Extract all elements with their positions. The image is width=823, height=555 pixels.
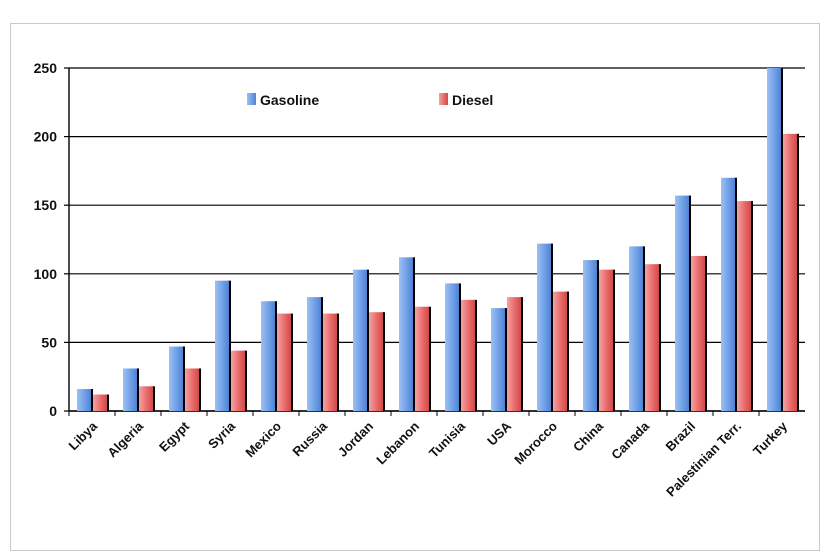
bar-shadow [290,313,293,411]
y-tick-label: 250 [34,60,58,76]
bar-shadow [704,255,707,411]
bar-shadow [152,386,155,411]
bar-shadow [780,68,783,411]
diesel-bar-syria [231,350,245,411]
bar-chart: 0 50 100 150 200 250 Libya Algeria Egypt Syria Mex… [34,60,805,499]
x-tick-label: Russia [289,418,330,459]
cropped-caption-strip [0,0,823,8]
bar-shadow [182,346,185,411]
x-tick-label: Algeria [104,418,146,460]
x-tick-label: USA [484,418,514,448]
gasoline-bar-turkey [767,68,781,411]
bars [77,68,799,411]
bar-shadow [106,394,109,411]
gasoline-bar-mexico [261,301,275,411]
legend-label-gasoline: Gasoline [260,92,319,108]
gasoline-bar-brazil [675,195,689,411]
bar-shadow [474,299,477,411]
legend-swatch-gasoline [247,93,256,105]
y-tick-label: 200 [34,129,58,145]
x-tick-label: Brazil [662,419,698,455]
y-tick-label: 50 [41,334,57,350]
gasoline-bar-canada [629,246,643,411]
diesel-bar-usa [507,297,521,411]
x-tick-label: Lebanon [373,418,422,467]
gasoline-bar-jordan [353,269,367,411]
bar-shadow [336,313,339,411]
y-tick-label: 0 [49,403,57,419]
bar-shadow [320,297,323,411]
diesel-bar-morocco [553,291,567,411]
bar-shadow [228,280,231,411]
legend-swatch-diesel [439,93,448,105]
y-tick-label: 100 [34,266,58,282]
gasoline-bar-tunisia [445,283,459,411]
bar-shadow [244,350,247,411]
x-tick-label: Syria [205,418,239,452]
bar-shadow [366,269,369,411]
gasoline-bar-palestinian-terr- [721,177,735,411]
x-tick-label: Turkey [750,418,791,459]
bar-shadow [550,243,553,411]
gasoline-bar-russia [307,297,321,411]
diesel-bar-china [599,269,613,411]
bar-shadow [612,269,615,411]
gasoline-bar-egypt [169,346,183,411]
gasoline-bar-usa [491,308,505,411]
bar-shadow [412,257,415,411]
x-tick-label: Libya [65,418,100,453]
diesel-bar-tunisia [461,299,475,411]
x-tick-label: China [570,418,607,455]
bar-shadow [458,283,461,411]
bar-shadow [734,177,737,411]
y-tick-label: 150 [34,197,58,213]
x-tick-label: Canada [608,418,652,462]
diesel-bar-russia [323,313,337,411]
bar-shadow [750,201,753,411]
diesel-bar-libya [93,394,107,411]
chart-frame: 0 50 100 150 200 250 Libya Algeria Egypt Syria Mex… [10,23,820,551]
gasoline-bar-syria [215,280,229,411]
bar-shadow [658,264,661,411]
diesel-bar-canada [645,264,659,411]
x-tick-label: Jordan [335,418,376,459]
bar-shadow [520,297,523,411]
legend-label-diesel: Diesel [452,92,493,108]
bar-shadow [596,260,599,411]
bar-shadow [274,301,277,411]
bar-shadow [382,312,385,411]
gasoline-bar-lebanon [399,257,413,411]
gasoline-bar-morocco [537,243,551,411]
bar-shadow [136,368,139,411]
gasoline-bar-libya [77,389,91,411]
gasoline-bar-china [583,260,597,411]
bar-shadow [688,195,691,411]
legend: Gasoline Diesel [247,92,493,108]
x-tick-label: Mexico [242,418,284,460]
bar-shadow [504,308,507,411]
diesel-bar-palestinian-terr- [737,201,751,411]
x-tick-label: Egypt [156,418,193,455]
x-tick-label: Morocco [511,418,560,467]
bar-shadow [566,291,569,411]
diesel-bar-jordan [369,312,383,411]
gasoline-bar-algeria [123,368,137,411]
diesel-bar-lebanon [415,306,429,411]
diesel-bar-turkey [783,133,797,411]
bar-shadow [90,389,93,411]
diesel-bar-algeria [139,386,153,411]
diesel-bar-brazil [691,255,705,411]
bar-shadow [428,306,431,411]
diesel-bar-egypt [185,368,199,411]
bar-shadow [642,246,645,411]
bar-shadow [198,368,201,411]
diesel-bar-mexico [277,313,291,411]
x-tick-label: Tunisia [426,418,469,461]
bar-shadow [796,133,799,411]
